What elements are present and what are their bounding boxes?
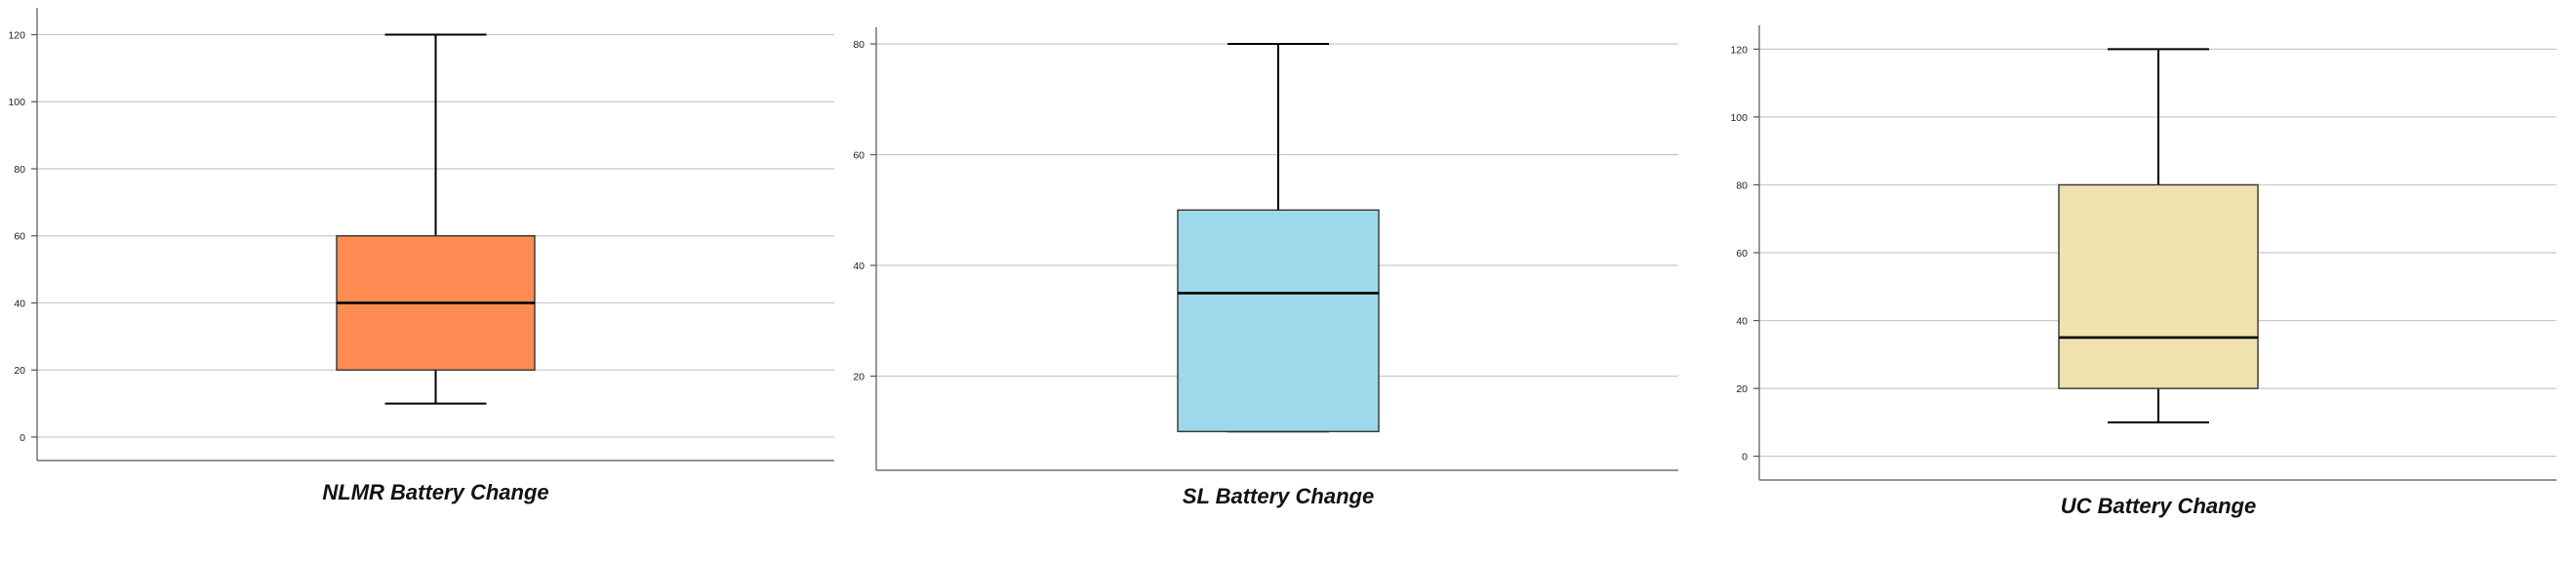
iqr-box: [1177, 209, 1380, 432]
y-tick-label: 80: [853, 39, 865, 51]
y-tick-label: 20: [1736, 383, 1748, 395]
box-plot-2: 20 40 60 80 SL Battery Change: [853, 27, 1678, 508]
y-tick-label: 60: [853, 150, 865, 162]
x-axis-label: NLMR Battery Change: [322, 480, 548, 504]
y-tick-label: 120: [1730, 44, 1748, 56]
y-tick-label: 20: [14, 365, 25, 377]
y-tick-label: 60: [1736, 248, 1748, 260]
y-tick-label: 100: [1730, 112, 1748, 124]
x-axis-label: SL Battery Change: [1183, 484, 1374, 508]
y-tick-label: 120: [8, 29, 25, 41]
x-axis-label: UC Battery Change: [2061, 494, 2256, 518]
y-tick-label: 40: [1736, 316, 1748, 328]
y-tick-label: 100: [8, 97, 25, 108]
y-tick-label: 40: [14, 298, 25, 309]
box-plot-3: 0 20 40 60 80 100 120 UC Battery Change: [1730, 25, 2556, 518]
y-tick-label: 60: [14, 231, 25, 243]
y-tick-label: 0: [20, 432, 25, 444]
iqr-box: [2058, 183, 2259, 389]
y-tick-label: 80: [1736, 180, 1748, 191]
y-tick-label: 40: [853, 261, 865, 272]
y-tick-label: 0: [1742, 452, 1748, 463]
y-tick-label: 20: [853, 372, 865, 383]
box-plot-1: 0 20 40 60 80 100 120 NLMR Battery Change: [8, 8, 834, 504]
y-tick-label: 80: [14, 164, 25, 176]
